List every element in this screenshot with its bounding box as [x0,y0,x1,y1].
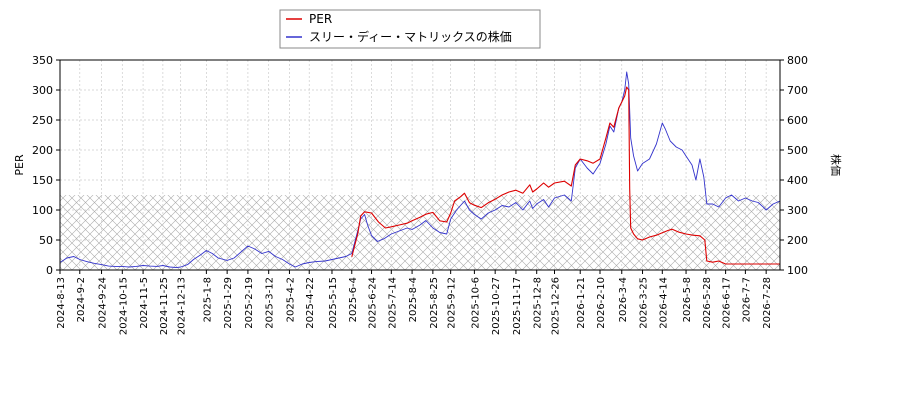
x-tick-label: 2025-1-8 [202,277,213,322]
x-tick-label: 2024-10-15 [118,277,129,335]
y-tick-label-right: 300 [787,204,808,217]
x-tick-label: 2025-4-2 [285,277,296,322]
x-tick-label: 2024-12-13 [177,277,188,335]
x-tick-label: 2025-6-4 [348,277,359,322]
x-tick-label: 2025-10-27 [491,277,502,335]
x-tick-label: 2025-3-12 [265,277,276,329]
legend-box [279,9,541,49]
y-tick-label-left: 200 [32,144,53,157]
x-axis: 2024-8-13 2024-9-2 2024-9-24 2024-10-15 2024… [56,270,773,335]
y-tick-label-left: 100 [32,204,53,217]
y-tick-label-right: 800 [787,54,808,67]
x-tick-label: 2025-4-22 [305,277,316,329]
x-tick-label: 2026-4-14 [658,277,669,329]
x-tick-label: 2025-2-19 [244,277,255,329]
x-tick-label: 2025-1-29 [223,277,234,329]
x-tick-label: 2026-3-4 [618,277,629,322]
x-tick-label: 2025-7-14 [387,277,398,329]
y-tick-label-right: 100 [787,264,808,277]
y-tick-label-right: 200 [787,234,808,247]
x-tick-label: 2026-5-8 [682,277,693,322]
y-tick-label-left: 0 [46,264,53,277]
x-tick-label: 2024-11-5 [139,277,150,329]
y-axis-right: 100 200 300 400 500 600 700 800 [780,54,808,277]
x-tick-label: 2025-12-26 [551,277,562,335]
x-tick-label: 2026-7-28 [762,277,773,329]
x-tick-label: 2025-10-6 [470,277,481,329]
legend-label-per: PER [309,12,332,26]
x-tick-label: 2026-1-21 [576,277,587,329]
x-tick-label: 2025-6-24 [368,277,379,329]
y-tick-label-right: 500 [787,144,808,157]
x-tick-label: 2024-9-24 [98,277,109,329]
x-tick-label: 2025-12-8 [533,277,544,329]
x-tick-label: 2024-8-13 [56,277,67,329]
x-tick-label: 2024-9-2 [76,277,87,322]
x-tick-label: 2024-11-25 [159,277,170,335]
y-tick-label-left: 50 [39,234,53,247]
series-line-price [60,71,780,269]
hatched-band [60,195,780,270]
x-tick-label: 2026-5-28 [702,277,713,329]
y-tick-label-left: 150 [32,174,53,187]
legend-label-price: スリー・ディー・マトリックスの株価 [309,29,512,44]
x-tick-label: 2025-9-12 [447,277,458,329]
x-tick-label: 2025-5-15 [328,277,339,329]
y-axis-left-label: PER [13,154,26,176]
x-tick-label: 2025-8-25 [429,277,440,329]
y-axis-right-label: 株価 [829,154,843,176]
y-tick-label-right: 400 [787,174,808,187]
series-layer [60,71,780,269]
x-tick-label: 2025-8-4 [408,277,419,322]
y-tick-label-left: 350 [32,54,53,67]
x-tick-label: 2026-6-17 [722,277,733,329]
series-line-per [351,86,780,265]
legend: PER スリー・ディー・マトリックスの株価 [279,9,541,49]
x-tick-label: 2026-3-25 [639,277,650,329]
x-tick-label: 2026-7-7 [741,277,752,322]
y-tick-label-right: 700 [787,84,808,97]
y-tick-label-right: 600 [787,114,808,127]
x-tick-label: 2026-2-10 [596,277,607,329]
plot-frame [59,59,781,271]
y-tick-label-left: 300 [32,84,53,97]
x-tick-label: 2025-11-17 [512,277,523,335]
y-tick-label-left: 250 [32,114,53,127]
y-axis-left: 0 50 100 150 200 250 300 350 [32,54,60,277]
